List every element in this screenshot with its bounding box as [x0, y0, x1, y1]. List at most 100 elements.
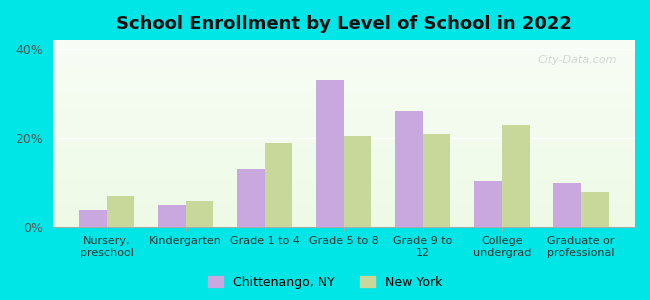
- Bar: [186, 201, 213, 227]
- Bar: [53, 155, 635, 156]
- Title: School Enrollment by Level of School in 2022: School Enrollment by Level of School in …: [116, 15, 572, 33]
- Bar: [53, 135, 635, 136]
- Bar: [53, 156, 635, 157]
- Bar: [53, 58, 635, 59]
- Bar: [53, 44, 635, 45]
- Bar: [53, 182, 635, 183]
- Bar: [53, 112, 635, 113]
- Bar: [53, 168, 635, 169]
- Bar: [53, 150, 635, 151]
- Bar: [53, 204, 635, 205]
- Bar: [53, 90, 635, 91]
- Bar: [53, 78, 635, 79]
- Bar: [53, 72, 635, 73]
- Bar: [53, 158, 635, 159]
- Bar: [53, 147, 635, 148]
- Bar: [53, 43, 635, 44]
- Bar: [53, 101, 635, 102]
- Bar: [53, 223, 635, 224]
- Bar: [53, 50, 635, 51]
- Bar: [53, 66, 635, 67]
- Bar: [53, 88, 635, 89]
- Bar: [53, 178, 635, 179]
- Bar: [53, 125, 635, 126]
- Bar: [53, 171, 635, 172]
- Bar: [53, 60, 635, 61]
- Bar: [53, 92, 635, 94]
- Bar: [53, 177, 635, 178]
- Bar: [53, 192, 635, 193]
- Bar: [53, 55, 635, 56]
- Bar: [53, 152, 635, 153]
- Bar: [53, 199, 635, 200]
- Bar: [53, 74, 635, 75]
- Bar: [53, 114, 635, 115]
- Bar: [53, 219, 635, 220]
- Bar: [53, 224, 635, 225]
- Bar: [53, 61, 635, 63]
- Bar: [53, 210, 635, 211]
- Bar: [53, 198, 635, 199]
- Bar: [53, 169, 635, 170]
- Bar: [53, 131, 635, 132]
- Bar: [53, 166, 635, 167]
- Bar: [53, 181, 635, 182]
- Bar: [79, 209, 107, 227]
- Bar: [53, 161, 635, 162]
- Bar: [53, 63, 635, 64]
- Bar: [53, 75, 635, 76]
- Bar: [53, 71, 635, 72]
- Bar: [53, 73, 635, 74]
- Bar: [53, 189, 635, 190]
- Bar: [53, 122, 635, 123]
- Bar: [316, 80, 344, 227]
- Bar: [53, 96, 635, 97]
- Bar: [53, 84, 635, 85]
- Bar: [53, 110, 635, 111]
- Bar: [53, 206, 635, 207]
- Bar: [53, 119, 635, 120]
- Text: City-Data.com: City-Data.com: [538, 55, 617, 65]
- Bar: [395, 111, 422, 227]
- Bar: [53, 79, 635, 80]
- Bar: [53, 136, 635, 137]
- Bar: [53, 151, 635, 152]
- Bar: [53, 123, 635, 124]
- Bar: [53, 194, 635, 195]
- Bar: [158, 205, 186, 227]
- Bar: [53, 130, 635, 131]
- Bar: [53, 120, 635, 121]
- Bar: [53, 48, 635, 49]
- Bar: [53, 221, 635, 222]
- Bar: [53, 109, 635, 110]
- Bar: [53, 65, 635, 66]
- Bar: [53, 51, 635, 52]
- Bar: [53, 91, 635, 92]
- Bar: [53, 175, 635, 176]
- Bar: [581, 192, 608, 227]
- Bar: [53, 187, 635, 188]
- Bar: [53, 191, 635, 192]
- Bar: [53, 103, 635, 104]
- Bar: [53, 149, 635, 150]
- Bar: [53, 42, 635, 43]
- Bar: [53, 153, 635, 154]
- Bar: [53, 126, 635, 127]
- Bar: [53, 170, 635, 171]
- Bar: [53, 214, 635, 215]
- Bar: [53, 145, 635, 146]
- Bar: [53, 56, 635, 57]
- Bar: [53, 211, 635, 212]
- Bar: [53, 225, 635, 226]
- Bar: [53, 184, 635, 185]
- Bar: [53, 207, 635, 208]
- Bar: [53, 186, 635, 187]
- Bar: [53, 172, 635, 173]
- Bar: [53, 100, 635, 101]
- Bar: [53, 83, 635, 84]
- Bar: [53, 41, 635, 42]
- Bar: [53, 164, 635, 165]
- Bar: [53, 59, 635, 60]
- Bar: [53, 45, 635, 46]
- Bar: [53, 85, 635, 86]
